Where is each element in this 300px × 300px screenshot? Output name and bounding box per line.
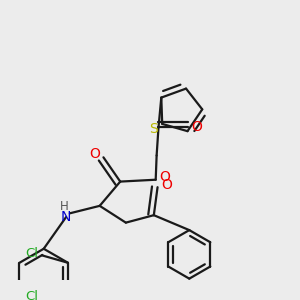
- Text: Cl: Cl: [25, 290, 38, 300]
- Text: S: S: [149, 122, 158, 136]
- Text: O: O: [90, 147, 101, 160]
- Text: O: O: [160, 170, 170, 184]
- Text: O: O: [161, 178, 172, 192]
- Text: Cl: Cl: [25, 247, 38, 260]
- Text: H: H: [60, 200, 69, 213]
- Text: N: N: [61, 210, 71, 224]
- Text: O: O: [191, 121, 202, 134]
